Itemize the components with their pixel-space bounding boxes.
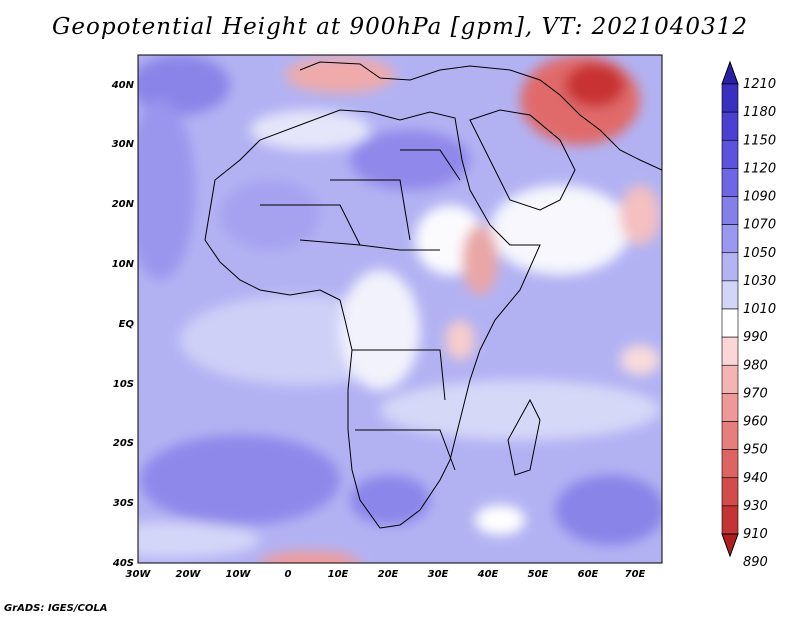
lon-label: 40E [477,569,499,580]
colorbar-label: 1010 [743,302,776,317]
colorbar: 1210 1180 1150 1120 1090 1070 1050 1030 1010 990 9… [721,60,776,570]
colorbar-label: 1070 [743,218,776,233]
lat-label: 30N [112,139,135,150]
colorbar-segment [721,168,739,197]
lat-label: 20N [112,199,135,210]
colorbar-label: 990 [743,330,768,345]
colorbar-segment [721,308,739,338]
colorbar-label: 960 [743,415,768,430]
lon-label: 70E [625,569,646,580]
colorbar-label: 1090 [743,190,776,205]
lon-label: 0 [285,569,292,580]
colorbar-segment [721,505,739,535]
colorbar-label: 1120 [743,161,776,176]
colorbar-label: 1030 [743,274,776,289]
grads-credit: GrADS: IGES/COLA [4,603,108,614]
colorbar-segment [721,252,739,282]
colorbar-top-arrow [721,60,739,85]
lat-label: 10S [113,379,134,390]
lon-label: 10W [226,569,252,580]
colorbar-label: 940 [743,471,768,486]
colorbar-label: 950 [743,443,768,458]
lat-label: 40S [112,558,134,569]
lon-label: 20W [176,569,202,580]
colorbar-segment [721,83,739,113]
lon-label: 30W [126,569,152,580]
colorbar-segment [721,280,739,310]
plot-frame [137,54,663,564]
coastlines [204,61,662,529]
lon-label: 20E [378,569,399,580]
lon-axis: 30W 20W 10W 0 10E 20E 30E 40E 50E 60E 70… [126,569,646,580]
colorbar-segment [721,111,739,141]
lat-label: 30S [113,498,134,509]
lon-label: 30E [428,569,449,580]
colorbar-segment [721,393,739,422]
lat-label: 10N [112,259,135,270]
colorbar-label: 1150 [743,133,776,148]
lat-label: 40N [111,80,135,91]
colorbar-segment [721,224,739,254]
colorbar-segment [721,336,739,366]
lon-label: 50E [528,569,549,580]
lon-label: 10E [328,569,349,580]
colorbar-label: 890 [743,555,768,570]
lat-label: EQ [119,319,135,330]
colorbar-label: 1180 [743,105,776,120]
colorbar-segment [721,196,739,225]
geopotential-field [138,55,662,563]
colorbar-label: 980 [743,358,768,373]
colorbar-segment [721,421,739,450]
colorbar-label: 1210 [743,77,776,92]
colorbar-label: 1050 [743,246,776,261]
colorbar-label: 910 [743,527,768,542]
colorbar-label: 930 [743,499,768,514]
lat-axis: 40N 30N 20N 10N EQ 10S 20S 30S 40S [111,80,135,569]
colorbar-segment [721,449,739,479]
colorbar-segment [721,477,739,507]
colorbar-segment [721,139,739,169]
lon-label: 60E [578,569,599,580]
colorbar-bottom-arrow [721,533,739,558]
colorbar-segment [721,364,739,394]
colorbar-label: 970 [743,386,768,401]
lat-label: 20S [113,438,134,449]
map-title: Geopotential Height at 900hPa [gpm], VT:… [52,14,748,40]
